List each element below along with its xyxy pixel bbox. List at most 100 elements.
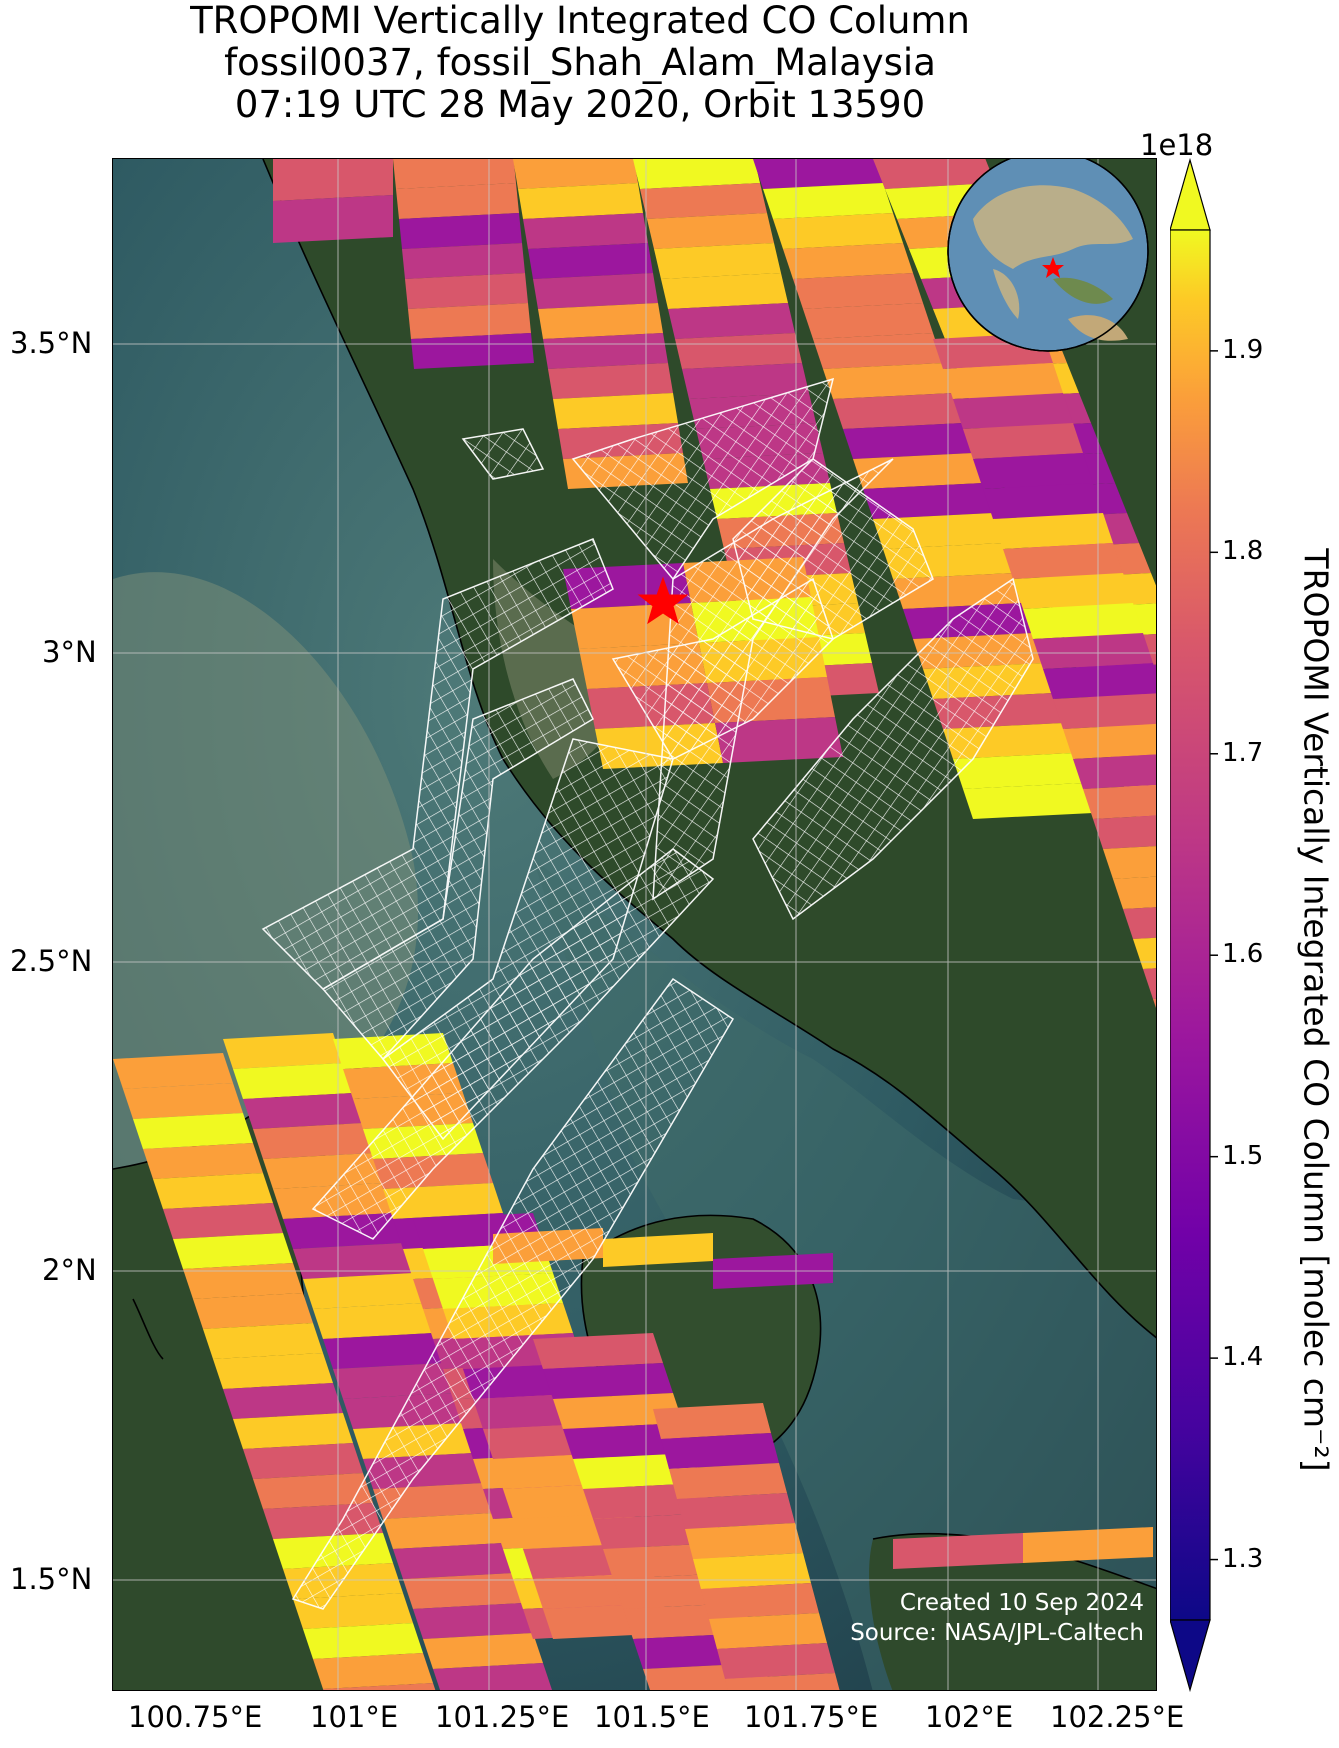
pixel-top-a bbox=[399, 213, 522, 249]
mesh-swath-11 bbox=[461, 428, 545, 480]
lon-tick-101.25: 101.25°E bbox=[435, 1700, 570, 1734]
pixel-top-b bbox=[528, 243, 653, 279]
title-line-2: fossil0037, fossil_Shah_Alam_Malaysia bbox=[224, 41, 936, 84]
pixel-right-b bbox=[1153, 998, 1156, 1008]
colorbar-gradient bbox=[1170, 229, 1211, 1621]
inset-star-marker bbox=[1042, 257, 1064, 278]
pixel-top-c bbox=[668, 303, 795, 339]
pixel-right-b bbox=[1013, 573, 1133, 609]
pixel-bottom-b bbox=[383, 1513, 503, 1549]
pixel-bottom-b bbox=[393, 1543, 513, 1579]
pixel-bottom-b bbox=[423, 1633, 543, 1669]
pixel-bottom-a bbox=[313, 1653, 433, 1689]
pixel-bottom-a bbox=[113, 1053, 233, 1089]
pixel-bottom-a bbox=[183, 1263, 303, 1299]
pixel-top-a bbox=[408, 303, 531, 339]
pixel-bottom-a bbox=[123, 1083, 243, 1119]
pixel-top-b bbox=[513, 159, 638, 189]
pixel-right-b bbox=[1023, 603, 1143, 639]
pixel-bottom-b bbox=[223, 1033, 343, 1069]
pixel-br bbox=[893, 1533, 1023, 1569]
pixel-top-left bbox=[273, 159, 393, 201]
pixel-right-b bbox=[1103, 846, 1156, 879]
site-star-marker[interactable] bbox=[637, 576, 689, 625]
pixel-bottom-b bbox=[253, 1123, 373, 1159]
pixel-top-b bbox=[533, 273, 658, 309]
pixel-top-a bbox=[396, 183, 519, 219]
pixel-top-d bbox=[813, 333, 943, 369]
pixel-right-b bbox=[1093, 815, 1156, 849]
colorbar-title-wrap: TROPOMI Vertically Integrated CO Column … bbox=[1296, 420, 1336, 1600]
pixel-bottom-a bbox=[323, 1683, 436, 1690]
pixel-bottom-f bbox=[725, 1673, 840, 1690]
pixel-top-d bbox=[833, 393, 963, 429]
pixel-top-d bbox=[963, 783, 1093, 819]
pixel-bottom-a bbox=[223, 1383, 343, 1419]
pixel-bottom-e bbox=[553, 1393, 683, 1429]
pixel-top-b bbox=[538, 303, 663, 339]
pixel-bottom-a bbox=[153, 1173, 273, 1209]
pixel-top-b bbox=[523, 213, 648, 249]
pixel-bottom-b bbox=[303, 1273, 423, 1309]
mesh-swath-10 bbox=[611, 577, 834, 760]
pixel-right-b bbox=[993, 513, 1113, 549]
pixel-top-a bbox=[411, 333, 534, 369]
colorbar-tick-label: 1.3 bbox=[1222, 1543, 1264, 1574]
sediment-plume bbox=[113, 572, 419, 1169]
pixel-top-c bbox=[682, 363, 809, 399]
pixel-bottom-a bbox=[143, 1143, 263, 1179]
pixel-bottom-a bbox=[243, 1443, 363, 1479]
lon-tick-102: 102°E bbox=[925, 1700, 1014, 1734]
pixel-bottom-b bbox=[403, 1573, 523, 1609]
lat-tick-3: 3°N bbox=[42, 635, 97, 669]
graticule bbox=[113, 159, 1156, 1690]
pixel-bottom-a bbox=[213, 1353, 333, 1389]
colorbar-tick-label: 1.8 bbox=[1222, 536, 1264, 567]
pixel-top-c bbox=[675, 333, 802, 369]
pixel-top-a bbox=[402, 243, 525, 279]
pixel-top-b bbox=[518, 183, 643, 219]
pixel-bottom-b bbox=[293, 1243, 413, 1279]
colorbar-tick-label: 1.5 bbox=[1222, 1140, 1264, 1171]
pixel-right-b bbox=[983, 483, 1103, 519]
pixel-bottom-b bbox=[413, 1603, 533, 1639]
pixel-bottom-b bbox=[313, 1303, 433, 1339]
pixel-br bbox=[1023, 1527, 1153, 1563]
pixel-right-b bbox=[1073, 754, 1156, 789]
pixel-right-b bbox=[1123, 907, 1156, 939]
pixel-right-b bbox=[1033, 633, 1153, 669]
pixel-bottom-a bbox=[163, 1203, 283, 1239]
map-panel[interactable]: Created 10 Sep 2024 Source: NASA/JPL-Cal… bbox=[112, 158, 1157, 1691]
pixel-bottom-e bbox=[533, 1333, 663, 1369]
pixel-top-d bbox=[763, 183, 893, 219]
pixel-right-b bbox=[1063, 723, 1156, 759]
title-line-1: TROPOMI Vertically Integrated CO Column bbox=[190, 0, 970, 42]
pixel-right-b bbox=[1043, 663, 1156, 699]
pixel-top-c bbox=[640, 183, 767, 219]
lon-tick-101.75: 101.75°E bbox=[744, 1700, 879, 1734]
pixel-top-d bbox=[953, 753, 1083, 789]
mesh-swath-4 bbox=[311, 848, 715, 1240]
pixel-bottom-a bbox=[193, 1293, 313, 1329]
pixel-top-a bbox=[405, 273, 528, 309]
lat-tick-1.5: 1.5°N bbox=[10, 1562, 93, 1596]
pixel-bottom-f bbox=[701, 1583, 819, 1619]
colorbar-extend-max bbox=[1170, 157, 1211, 231]
pixel-right-b bbox=[1083, 785, 1156, 819]
pixel-bottom-f bbox=[685, 1523, 803, 1559]
pixel-hotspot bbox=[715, 717, 843, 763]
lat-tick-2.5: 2.5°N bbox=[10, 944, 93, 978]
colorbar-tick-label: 1.7 bbox=[1222, 737, 1264, 768]
pixel-right-b bbox=[953, 393, 1073, 429]
inset-globe bbox=[947, 159, 1149, 352]
pixel-top-b bbox=[548, 363, 673, 399]
pixel-bottom-b bbox=[243, 1093, 363, 1129]
pixel-bottom-f bbox=[669, 1463, 787, 1499]
pixel-bottom-f bbox=[653, 1403, 771, 1439]
pixel-right-b bbox=[1003, 543, 1123, 579]
pixel-right-b bbox=[1113, 876, 1156, 909]
mesh-swath-9 bbox=[752, 577, 1034, 921]
colorbar-title: TROPOMI Vertically Integrated CO Column … bbox=[1296, 548, 1336, 1472]
figure-title: TROPOMI Vertically Integrated CO Column … bbox=[0, 0, 1160, 126]
pixel-bottom-f bbox=[709, 1613, 827, 1649]
